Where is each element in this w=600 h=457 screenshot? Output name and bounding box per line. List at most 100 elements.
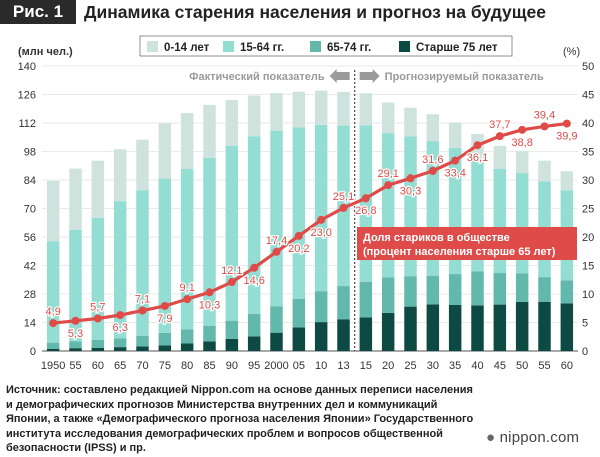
bar-segment (46, 180, 60, 242)
legend-label-15-64: 15-64 гг. (240, 42, 284, 54)
bar-segment (225, 320, 239, 339)
population-chart: 0-14 лет 15-64 гг. 65-74 гг. Старше 75 л… (18, 35, 595, 372)
bar-segment (203, 157, 216, 326)
share-label: 38,8 (511, 137, 532, 149)
x-tick-label: 55 (69, 360, 81, 372)
legend-label-0-14: 0-14 лет (164, 42, 210, 54)
x-tick-label: 15 (360, 360, 372, 372)
share-point (495, 132, 504, 141)
annotation: Доля стариков в обществе (процент населе… (357, 227, 577, 260)
bar-segment (69, 229, 82, 342)
y2-tick-label: 50 (582, 61, 594, 73)
bar-segment (91, 217, 105, 341)
share-label: 7,9 (157, 313, 172, 325)
bar-segment (247, 336, 261, 351)
legend-swatch-15-64 (223, 41, 234, 52)
bar-segment (270, 306, 283, 333)
y2-tick-label: 0 (582, 346, 588, 358)
x-tick-label: 85 (203, 360, 215, 372)
share-label: 31,6 (422, 154, 443, 166)
axes: 0 0 14 5 28 10 42 15 56 20 70 25 84 30 98 35 112 40 126 45 1… (18, 61, 595, 372)
x-tick-label: 55 (538, 360, 550, 372)
x-tick-label: 95 (248, 360, 260, 372)
bar-segment (448, 304, 462, 351)
bar-segment (359, 317, 373, 351)
share-point (49, 319, 58, 328)
y-axis-label: (млн чел.) (18, 46, 73, 58)
bar-segment (113, 338, 127, 348)
bar-segment (493, 273, 507, 305)
x-tick-label: 35 (449, 360, 461, 372)
split-markers: Фактический показатель Прогнозируемый пок… (189, 69, 544, 351)
arrow-left-icon (329, 69, 350, 83)
y-tick-label: 0 (30, 346, 36, 358)
bar-segment (247, 95, 261, 137)
share-label: 23,0 (310, 227, 331, 239)
source-note: Источник: составлено редакцией Nippon.co… (6, 384, 474, 454)
share-point (116, 311, 125, 320)
legend-label-75plus: Старше 75 лет (416, 42, 498, 54)
legend: 0-14 лет 15-64 гг. 65-74 гг. Старше 75 л… (139, 35, 513, 57)
x-tick-label: 05 (293, 360, 305, 372)
bar-segment (448, 122, 462, 149)
bar-segment (381, 102, 395, 134)
share-label: 20,2 (288, 243, 309, 255)
bar-segment (136, 139, 149, 191)
figure-title: Динамика старения населения и прогноз на… (84, 2, 547, 22)
bar-segment (471, 305, 484, 351)
x-tick-label: 90 (226, 360, 238, 372)
bar-segment (69, 341, 82, 349)
bar-segment (515, 301, 529, 351)
x-tick-label: 45 (494, 360, 506, 372)
bar-segment (225, 145, 239, 321)
share-label: 5,3 (68, 328, 83, 340)
bar-segment (91, 347, 105, 351)
share-label: 12,1 (221, 265, 242, 277)
share-point (71, 316, 80, 325)
share-point (384, 181, 393, 190)
bar-segment (538, 301, 551, 351)
share-point (93, 314, 102, 323)
bar-segment (225, 99, 239, 146)
bar-segment (404, 276, 417, 307)
share-label: 17,4 (266, 235, 287, 247)
share-label: 29,1 (377, 168, 398, 180)
bar-segment (560, 303, 574, 351)
figure-header: Рис. 1 Динамика старения населения и про… (0, 0, 600, 26)
y2-tick-label: 45 (582, 90, 594, 102)
bar-segment (381, 312, 395, 351)
bar-segment (314, 90, 328, 125)
bar-segment (493, 145, 507, 170)
bar-segment (113, 201, 127, 339)
x-tick-label: 70 (136, 360, 148, 372)
share-point (473, 141, 482, 150)
bar-segment (381, 277, 395, 313)
bar-segment (180, 329, 194, 344)
annotation-line1: Доля стариков в обществе (363, 232, 510, 244)
bar-segment (180, 169, 194, 330)
bar-segment (136, 190, 149, 336)
bar-segment (113, 347, 127, 351)
share-point (317, 215, 326, 224)
bar-segment (113, 149, 127, 202)
x-tick-label: 40 (471, 360, 483, 372)
share-label: 4,9 (46, 306, 61, 318)
x-tick-label: 60 (561, 360, 573, 372)
x-tick-label: 2000 (264, 360, 288, 372)
y2-tick-label: 15 (582, 261, 594, 273)
y2-tick-label: 30 (582, 175, 594, 187)
bar-segment (158, 345, 172, 351)
bar-segment (46, 241, 60, 343)
forecast-label: Прогнозируемый показатель (385, 71, 544, 83)
bar-segment (426, 304, 440, 351)
share-point (361, 194, 370, 203)
brand-mark-icon: ● (486, 429, 496, 446)
y-tick-label: 140 (18, 61, 36, 73)
bar-segment (314, 291, 328, 323)
y-tick-label: 112 (18, 118, 36, 130)
annotation-line2: (процент населения старше 65 лет) (363, 246, 556, 258)
bar-segment (180, 343, 194, 351)
bar-segment (270, 130, 283, 307)
share-point (540, 122, 549, 131)
bar-segment (292, 298, 306, 328)
